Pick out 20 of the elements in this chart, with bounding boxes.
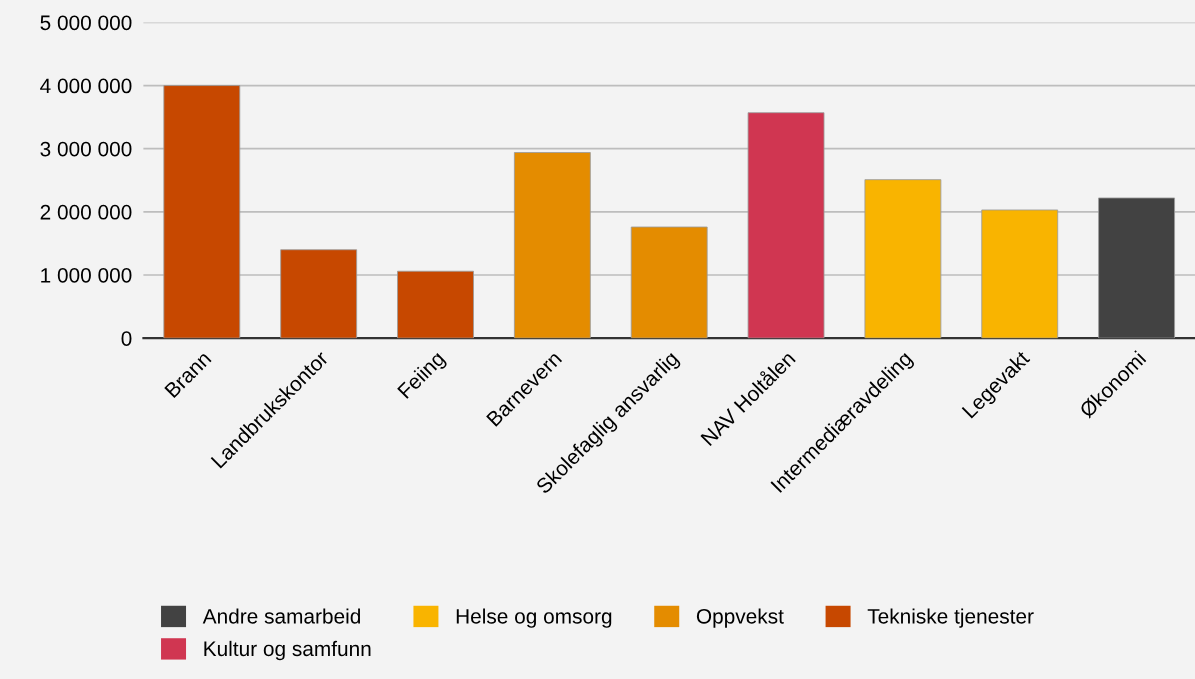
bar bbox=[280, 249, 358, 339]
y-tick-label: 1 000 000 bbox=[41, 268, 132, 283]
bar bbox=[163, 85, 241, 339]
bar bbox=[981, 209, 1059, 339]
bar bbox=[513, 152, 591, 339]
legend-label: Tekniske tjenester bbox=[867, 608, 1034, 628]
y-tick-label: 3 000 000 bbox=[40, 141, 132, 157]
bar bbox=[397, 270, 474, 339]
y-tick-label: 5 000 000 bbox=[40, 15, 132, 31]
y-tick-label: 2 000 000 bbox=[40, 204, 132, 220]
bar bbox=[1098, 197, 1175, 339]
bar bbox=[630, 226, 708, 339]
bar bbox=[747, 112, 825, 339]
y-tick-label: 4 000 000 bbox=[40, 78, 132, 94]
legend-label: Oppvekst bbox=[696, 608, 784, 628]
bar bbox=[864, 179, 942, 339]
y-tick-label: 0 bbox=[121, 331, 132, 346]
legend-label: Kultur og samfunn bbox=[204, 640, 371, 661]
legend-label: Helse og omsorg bbox=[456, 608, 612, 628]
legend-label: Andre samarbeid bbox=[202, 608, 361, 624]
